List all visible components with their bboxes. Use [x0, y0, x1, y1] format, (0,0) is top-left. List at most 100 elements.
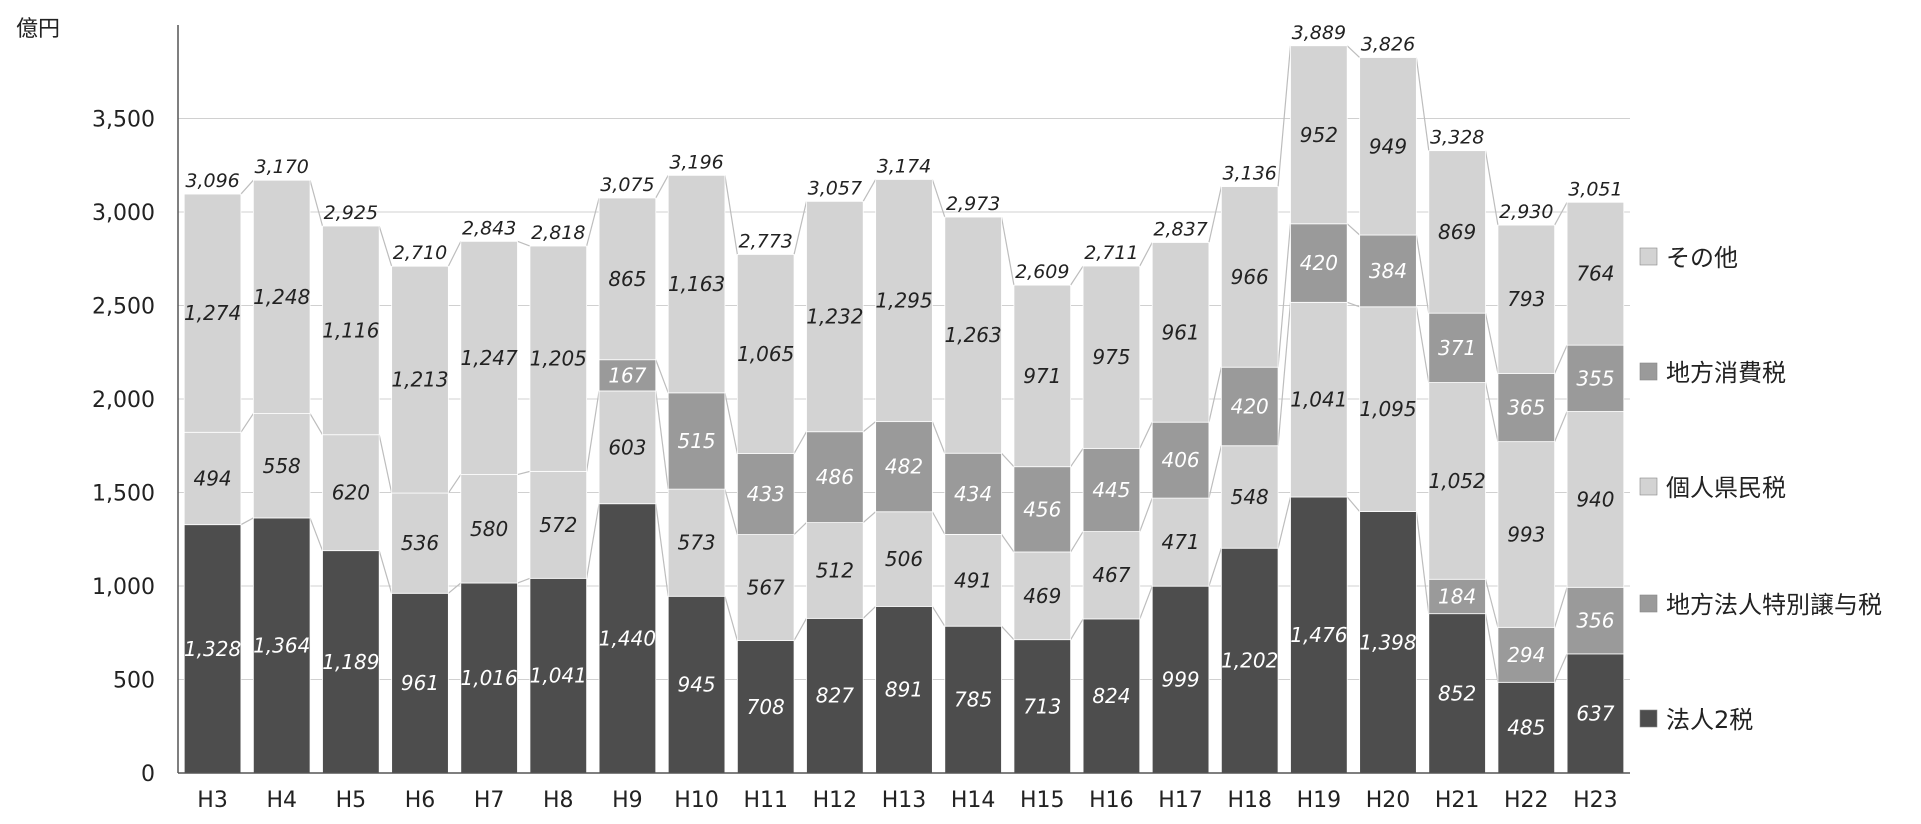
x-tick-label: H19	[1297, 788, 1342, 813]
x-tick-label: H12	[813, 788, 858, 813]
x-tick-label: H13	[882, 788, 927, 813]
x-tick-label: H10	[674, 788, 719, 813]
connector-line	[240, 179, 254, 195]
x-tick-label: H14	[951, 788, 996, 813]
connector-line	[1139, 497, 1153, 532]
data-label: 713	[1023, 694, 1061, 718]
connector-line	[586, 197, 600, 247]
connector-line	[1001, 534, 1015, 553]
data-label: 1,213	[391, 368, 448, 392]
data-label: 406	[1161, 448, 1199, 472]
connector-line	[309, 180, 324, 227]
bar-segment	[1428, 312, 1486, 383]
data-label: 1,328	[184, 637, 241, 661]
total-label: 3,051	[1568, 178, 1622, 200]
data-label: 793	[1507, 287, 1545, 311]
data-labels: 1,328 494 1,274 3,096 1,364 558 1,248 3,170 1,18…	[184, 22, 1623, 740]
connector-line	[1346, 223, 1361, 236]
bar-segment	[322, 434, 380, 552]
bar-segment	[252, 517, 311, 774]
data-label: 1,116	[322, 318, 379, 342]
data-label: 580	[470, 517, 508, 541]
connector-line	[655, 359, 669, 394]
bar-segment	[806, 522, 864, 619]
connector-line	[931, 606, 946, 627]
total-label: 2,973	[946, 193, 1000, 215]
bar-segment	[667, 174, 726, 394]
bar-segment	[806, 431, 864, 524]
bar-segment	[1151, 585, 1210, 774]
connector-line	[862, 179, 877, 202]
data-label: 485	[1507, 716, 1545, 740]
data-label: 294	[1507, 643, 1545, 667]
data-label: 558	[263, 454, 301, 478]
bar-segment	[1220, 547, 1279, 774]
legend-label: その他	[1666, 244, 1738, 272]
data-label: 1,095	[1359, 397, 1416, 421]
bar-segment	[944, 452, 1002, 535]
total-label: 2,609	[1015, 261, 1069, 283]
data-label: 1,248	[253, 285, 310, 309]
bar-segment	[1566, 586, 1625, 655]
connector-line	[1277, 223, 1292, 368]
connector-line	[1208, 186, 1222, 243]
bar-segment	[1359, 57, 1417, 236]
data-label: 355	[1576, 366, 1614, 390]
bar-segment	[252, 413, 311, 519]
series-connector-lines	[240, 45, 1568, 683]
data-label: 1,041	[530, 664, 587, 688]
total-label: 3,075	[600, 174, 654, 196]
bar-segment	[1290, 45, 1348, 225]
data-label: 620	[332, 481, 370, 505]
data-label: 966	[1231, 265, 1269, 289]
bar-segment	[1428, 613, 1486, 774]
x-tick-label: H11	[743, 788, 788, 813]
bar-segment	[183, 431, 242, 526]
data-label: 467	[1092, 563, 1130, 587]
connector-line	[862, 421, 877, 433]
data-label: 573	[677, 531, 715, 555]
legend-swatch	[1639, 594, 1658, 613]
total-label: 2,837	[1153, 218, 1207, 240]
data-label: 1,052	[1429, 469, 1486, 493]
data-label: 433	[747, 482, 785, 506]
bar-segment	[391, 492, 449, 594]
total-label: 3,096	[185, 170, 239, 192]
y-tick-label: 3,500	[92, 108, 155, 133]
y-tick-label: 1,500	[92, 482, 155, 507]
total-label: 2,711	[1084, 242, 1138, 264]
connector-line	[1347, 301, 1360, 308]
x-tick-label: H23	[1573, 788, 1618, 813]
connector-line	[378, 225, 393, 267]
bar-segment	[1082, 265, 1141, 449]
connector-line	[1070, 531, 1084, 553]
connector-line	[240, 517, 254, 526]
bar-segment	[183, 524, 242, 774]
connector-line	[447, 241, 462, 267]
data-label: 445	[1092, 478, 1130, 502]
data-label: 184	[1438, 584, 1476, 608]
data-label: 572	[539, 513, 577, 537]
connector-line	[931, 421, 946, 454]
data-label: 1,364	[253, 633, 310, 657]
connector-line	[1208, 367, 1222, 423]
bar-segment	[875, 511, 933, 607]
data-label: 1,440	[599, 626, 656, 650]
connector-line	[1415, 57, 1430, 151]
data-label: 945	[677, 673, 715, 697]
data-label: 1,232	[806, 305, 863, 329]
total-label: 2,710	[393, 242, 447, 264]
data-label: 952	[1300, 123, 1338, 147]
data-label: 471	[1161, 530, 1199, 554]
data-label: 1,295	[875, 289, 932, 313]
bar-segment	[252, 179, 311, 414]
total-label: 2,818	[531, 222, 585, 244]
data-label: 891	[885, 678, 923, 702]
data-label: 940	[1576, 487, 1614, 511]
connector-line	[309, 517, 324, 551]
connector-line	[1001, 625, 1015, 641]
data-label: 365	[1507, 396, 1545, 420]
data-label: 1,163	[668, 272, 725, 296]
